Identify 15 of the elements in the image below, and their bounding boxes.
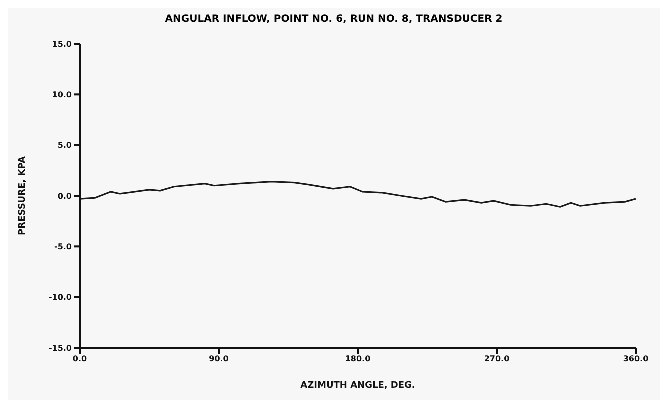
y-tick-label: 0.0 xyxy=(58,192,72,201)
y-tick-label: -15.0 xyxy=(48,344,72,353)
y-tick-label: -5.0 xyxy=(54,242,72,252)
x-tick-label: 270.0 xyxy=(484,354,510,364)
x-tick-label: 90.0 xyxy=(209,354,230,364)
x-tick-label: 360.0 xyxy=(623,354,650,364)
y-tick-label: -10.0 xyxy=(48,293,72,302)
x-tick-label: 0.0 xyxy=(72,354,88,364)
chart-title: ANGULAR INFLOW, POINT NO. 6, RUN NO. 8, TRANSDUCER 2 xyxy=(164,13,504,27)
y-axis-title: PRESSURE, KPA xyxy=(18,156,28,236)
y-tick-label: 15.0 xyxy=(52,40,72,49)
x-axis-title: AZIMUTH ANGLE, DEG. xyxy=(300,381,416,391)
x-tick-label: 180.0 xyxy=(345,354,372,364)
y-tick-label: 10.0 xyxy=(52,90,72,100)
y-tick-label: 5.0 xyxy=(58,141,72,150)
